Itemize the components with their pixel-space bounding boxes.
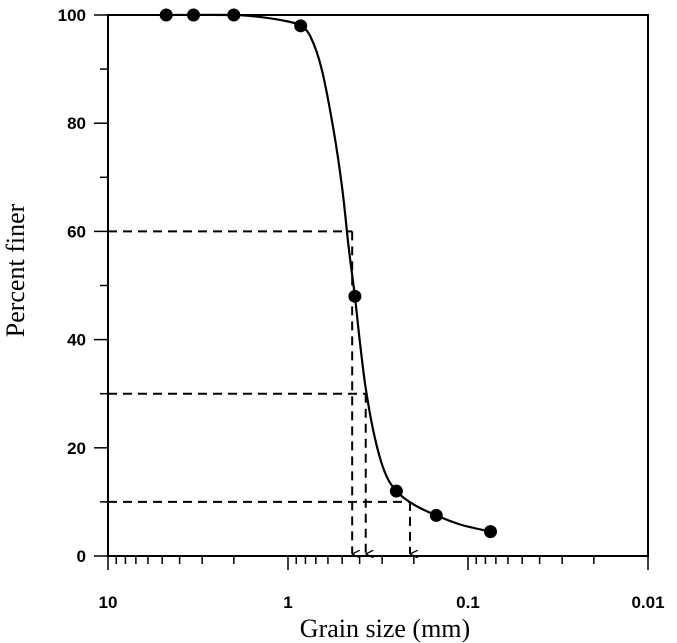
data-point xyxy=(348,289,362,303)
y-tick-label: 100 xyxy=(58,6,86,25)
plot-frame xyxy=(107,14,649,557)
x-tick-label: 0.01 xyxy=(631,593,664,612)
y-axis-title: Percent finer xyxy=(1,203,30,337)
x-axis-title: Grain size (mm) xyxy=(300,614,470,643)
x-tick-label: 10 xyxy=(99,593,118,612)
data-point xyxy=(389,484,403,498)
y-tick-label: 60 xyxy=(67,222,86,241)
data-point xyxy=(429,508,443,522)
data-points xyxy=(159,8,497,539)
y-tick-label: 0 xyxy=(77,547,86,566)
x-tick-label: 1 xyxy=(283,593,292,612)
x-tick-label: 0.1 xyxy=(456,593,480,612)
data-point xyxy=(294,19,308,33)
reference-lines xyxy=(108,230,410,554)
y-tick-label: 80 xyxy=(67,114,86,133)
data-point xyxy=(483,525,497,539)
y-tick-label: 40 xyxy=(67,331,86,350)
x-axis-ticks: 10 1 0.1 0.01 xyxy=(99,556,665,612)
fit-curve-layer xyxy=(166,13,491,533)
fit-curve-line xyxy=(166,13,491,533)
y-tick-label: 20 xyxy=(67,439,86,458)
y-axis-ticks: 0 20 40 60 80 100 xyxy=(58,6,108,566)
